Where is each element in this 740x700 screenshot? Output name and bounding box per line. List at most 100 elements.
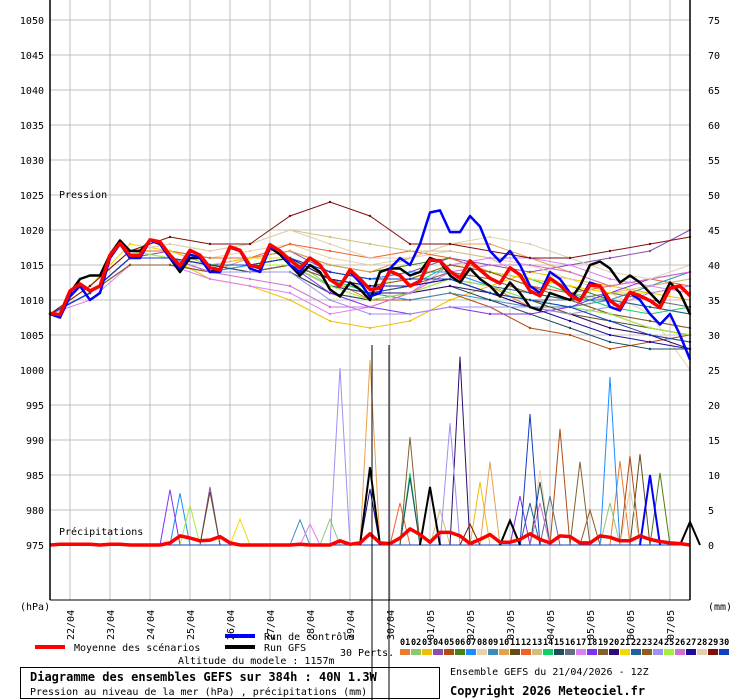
member-30-precip-spike: [519, 414, 541, 546]
member-19-precip-spike: [569, 461, 591, 546]
member-25-pressure-point: [608, 312, 612, 316]
member-20-pressure-point: [448, 284, 452, 288]
member-26-pressure-point: [568, 270, 572, 274]
member-24-pressure-point: [328, 298, 332, 302]
member-24-pressure-point: [248, 270, 252, 274]
member-legend-swatch: [587, 649, 597, 655]
member-29-pressure-point: [328, 200, 332, 204]
gfs-precip-spike: [499, 517, 521, 546]
precip-tick-label: 65: [708, 86, 720, 97]
member-legend-number: 26: [675, 638, 685, 648]
right-unit: (mm): [708, 602, 732, 613]
member-05-pressure-point: [608, 347, 612, 351]
member-28-pressure-point: [648, 277, 652, 281]
member-15-precip-spike: [399, 477, 421, 546]
pressure-tick-label: 1035: [20, 121, 44, 132]
date-tick-label: 30/04: [386, 610, 397, 640]
member-27-pressure-point: [568, 319, 572, 323]
member-17-pressure-point: [568, 263, 572, 267]
member-legend-swatch: [532, 649, 542, 655]
member-legend-number: 18: [587, 638, 597, 648]
precip-tick-label: 75: [708, 16, 720, 27]
member-26-pressure-point: [608, 284, 612, 288]
member-legend-swatch: [411, 649, 421, 655]
title-box: [20, 667, 440, 699]
member-23-pressure-point: [648, 319, 652, 323]
member-03-pressure-point: [408, 319, 412, 323]
member-26-pressure-point: [488, 263, 492, 267]
member-29-pressure-point: [648, 242, 652, 246]
member-20-precip-spike: [449, 356, 471, 546]
member-legend-swatch: [697, 649, 707, 655]
member-24-precip-spike: [329, 367, 351, 546]
member-28-pressure-point: [488, 235, 492, 239]
member-13-pressure-point: [328, 235, 332, 239]
member-17-precip-spike: [299, 522, 321, 546]
member-09-pressure-point: [408, 298, 412, 302]
member-30-pressure-point: [328, 270, 332, 274]
precip-tick-label: 0: [708, 541, 714, 552]
member-legend-swatch: [653, 649, 663, 655]
member-28-pressure-point: [328, 242, 332, 246]
date-tick-label: 26/04: [226, 610, 237, 640]
gfs-precip-spike: [419, 486, 441, 546]
member-legend-number: 08: [477, 638, 487, 648]
member-08-pressure-point: [568, 277, 572, 281]
member-09-pressure-point: [448, 291, 452, 295]
member-04-pressure-point: [528, 270, 532, 274]
member-legend-swatch: [444, 649, 454, 655]
member-02-precip-spike: [319, 517, 341, 546]
precip-tick-label: 20: [708, 401, 720, 412]
member-26-pressure-point: [288, 284, 292, 288]
member-30-pressure-point: [568, 305, 572, 309]
copyright: Copyright 2026 Meteociel.fr: [450, 684, 645, 698]
member-legend-swatch: [488, 649, 498, 655]
pressure-label: Pression: [59, 190, 107, 201]
member-legend-number: 23: [642, 638, 652, 648]
member-29-pressure-point: [368, 214, 372, 218]
member-18-pressure-point: [528, 312, 532, 316]
date-tick-label: 03/05: [506, 610, 517, 640]
member-legend-number: 21: [620, 638, 630, 648]
member-15-pressure-point: [648, 347, 652, 351]
precip-tick-label: 70: [708, 51, 720, 62]
control-precip-spike: [639, 474, 661, 546]
member-05-pressure-point: [568, 333, 572, 337]
member-18-pressure-point: [328, 291, 332, 295]
member-legend-swatch: [642, 649, 652, 655]
member-legend-swatch: [686, 649, 696, 655]
pressure-tick-label: 995: [26, 401, 44, 412]
pressure-tick-label: 1040: [20, 86, 44, 97]
member-23-pressure-point: [168, 263, 172, 267]
legend-mean-label: Moyenne des scénarios: [74, 642, 200, 654]
member-21-pressure-point: [568, 284, 572, 288]
member-legend-number: 09: [488, 638, 498, 648]
member-21-pressure-point: [128, 242, 132, 246]
member-legend-swatch: [521, 649, 531, 655]
member-08-pressure-point: [248, 249, 252, 253]
member-legend-number: 06: [455, 638, 465, 648]
member-23-pressure-point: [488, 270, 492, 274]
chart-title: Diagramme des ensembles GEFS sur 384h : …: [30, 670, 378, 684]
member-legend-swatch: [543, 649, 553, 655]
precip-tick-label: 25: [708, 366, 720, 377]
pressure-tick-label: 1020: [20, 226, 44, 237]
member-28-pressure-point: [208, 249, 212, 253]
member-legend-number: 04: [433, 638, 443, 648]
member-09-precip-spike: [289, 518, 311, 546]
member-legend-number: 10: [499, 638, 509, 648]
member-10-precip-spike: [479, 461, 501, 546]
member-29-pressure-point: [248, 242, 252, 246]
member-23-precip-spike: [579, 508, 601, 546]
member-legend-swatch: [576, 649, 586, 655]
member-12-pressure-point: [208, 256, 212, 260]
date-tick-label: 28/04: [306, 610, 317, 640]
member-legend-number: 14: [543, 638, 553, 648]
member-legend-number: 30: [719, 638, 729, 648]
member-legend-number: 20: [609, 638, 619, 648]
member-28-pressure-point: [368, 256, 372, 260]
member-29-pressure-point: [288, 214, 292, 218]
pressure-tick-label: 1000: [20, 366, 44, 377]
member-legend-swatch: [499, 649, 509, 655]
